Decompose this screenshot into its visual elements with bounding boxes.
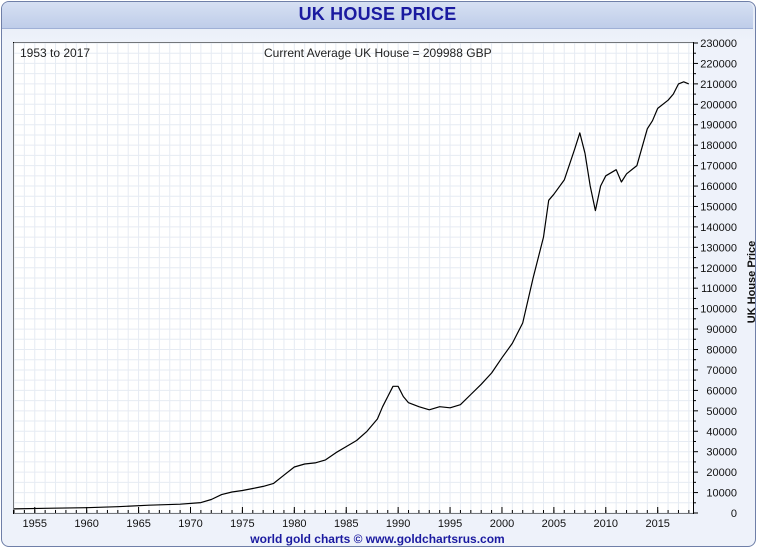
- x-tick-label: 2005: [542, 518, 566, 530]
- y-tick-label: 140000: [700, 222, 737, 234]
- y-tick-label: 0: [731, 508, 737, 520]
- x-tick-label: 1960: [74, 518, 98, 530]
- y-tick-label: 110000: [701, 283, 737, 295]
- y-axis-label: UK House Price: [746, 240, 758, 324]
- chart-title: UK HOUSE PRICE: [298, 4, 457, 24]
- x-tick-label: 2010: [594, 518, 618, 530]
- y-tick-label: 80000: [706, 345, 737, 357]
- x-tick-label: 1980: [282, 518, 306, 530]
- y-tick-label: 180000: [700, 140, 737, 152]
- x-tick-label: 1995: [438, 518, 462, 530]
- y-tick-label: 60000: [706, 385, 737, 397]
- x-tick-label: 1985: [334, 518, 358, 530]
- x-tick-label: 1990: [386, 518, 410, 530]
- y-tick-label: 90000: [706, 324, 737, 336]
- y-tick-label: 170000: [700, 161, 737, 173]
- y-tick-label: 30000: [706, 447, 737, 459]
- title-bar: [2, 2, 753, 29]
- y-tick-label: 70000: [706, 365, 737, 377]
- y-tick-label: 200000: [700, 99, 737, 111]
- y-tick-label: 40000: [706, 426, 737, 438]
- y-tick-label: 130000: [700, 242, 737, 254]
- y-tick-label: 120000: [700, 263, 737, 275]
- x-tick-label: 1975: [230, 518, 254, 530]
- x-tick-label: 2015: [645, 518, 669, 530]
- y-tick-label: 10000: [706, 488, 737, 500]
- footer-credit: world gold charts © www.goldchartsrus.co…: [250, 532, 505, 546]
- price-series-line: [13, 81, 690, 510]
- x-tick-label: 1970: [178, 518, 202, 530]
- y-tick-label: 160000: [700, 181, 737, 193]
- y-tick-label: 210000: [700, 79, 737, 91]
- date-range-label: 1953 to 2017: [20, 46, 91, 60]
- x-tick-label: 2000: [490, 518, 514, 530]
- y-tick-label: 150000: [700, 201, 737, 213]
- y-tick-label: 220000: [700, 58, 737, 70]
- y-tick-label: 50000: [706, 406, 737, 418]
- x-tick-label: 1965: [126, 518, 150, 530]
- x-tick-label: 1955: [23, 518, 47, 530]
- current-price-label: Current Average UK House = 209988 GBP: [264, 46, 492, 60]
- y-tick-label: 20000: [706, 467, 737, 479]
- y-tick-label: 100000: [700, 304, 737, 316]
- y-tick-label: 230000: [700, 38, 737, 50]
- y-tick-label: 190000: [700, 120, 737, 132]
